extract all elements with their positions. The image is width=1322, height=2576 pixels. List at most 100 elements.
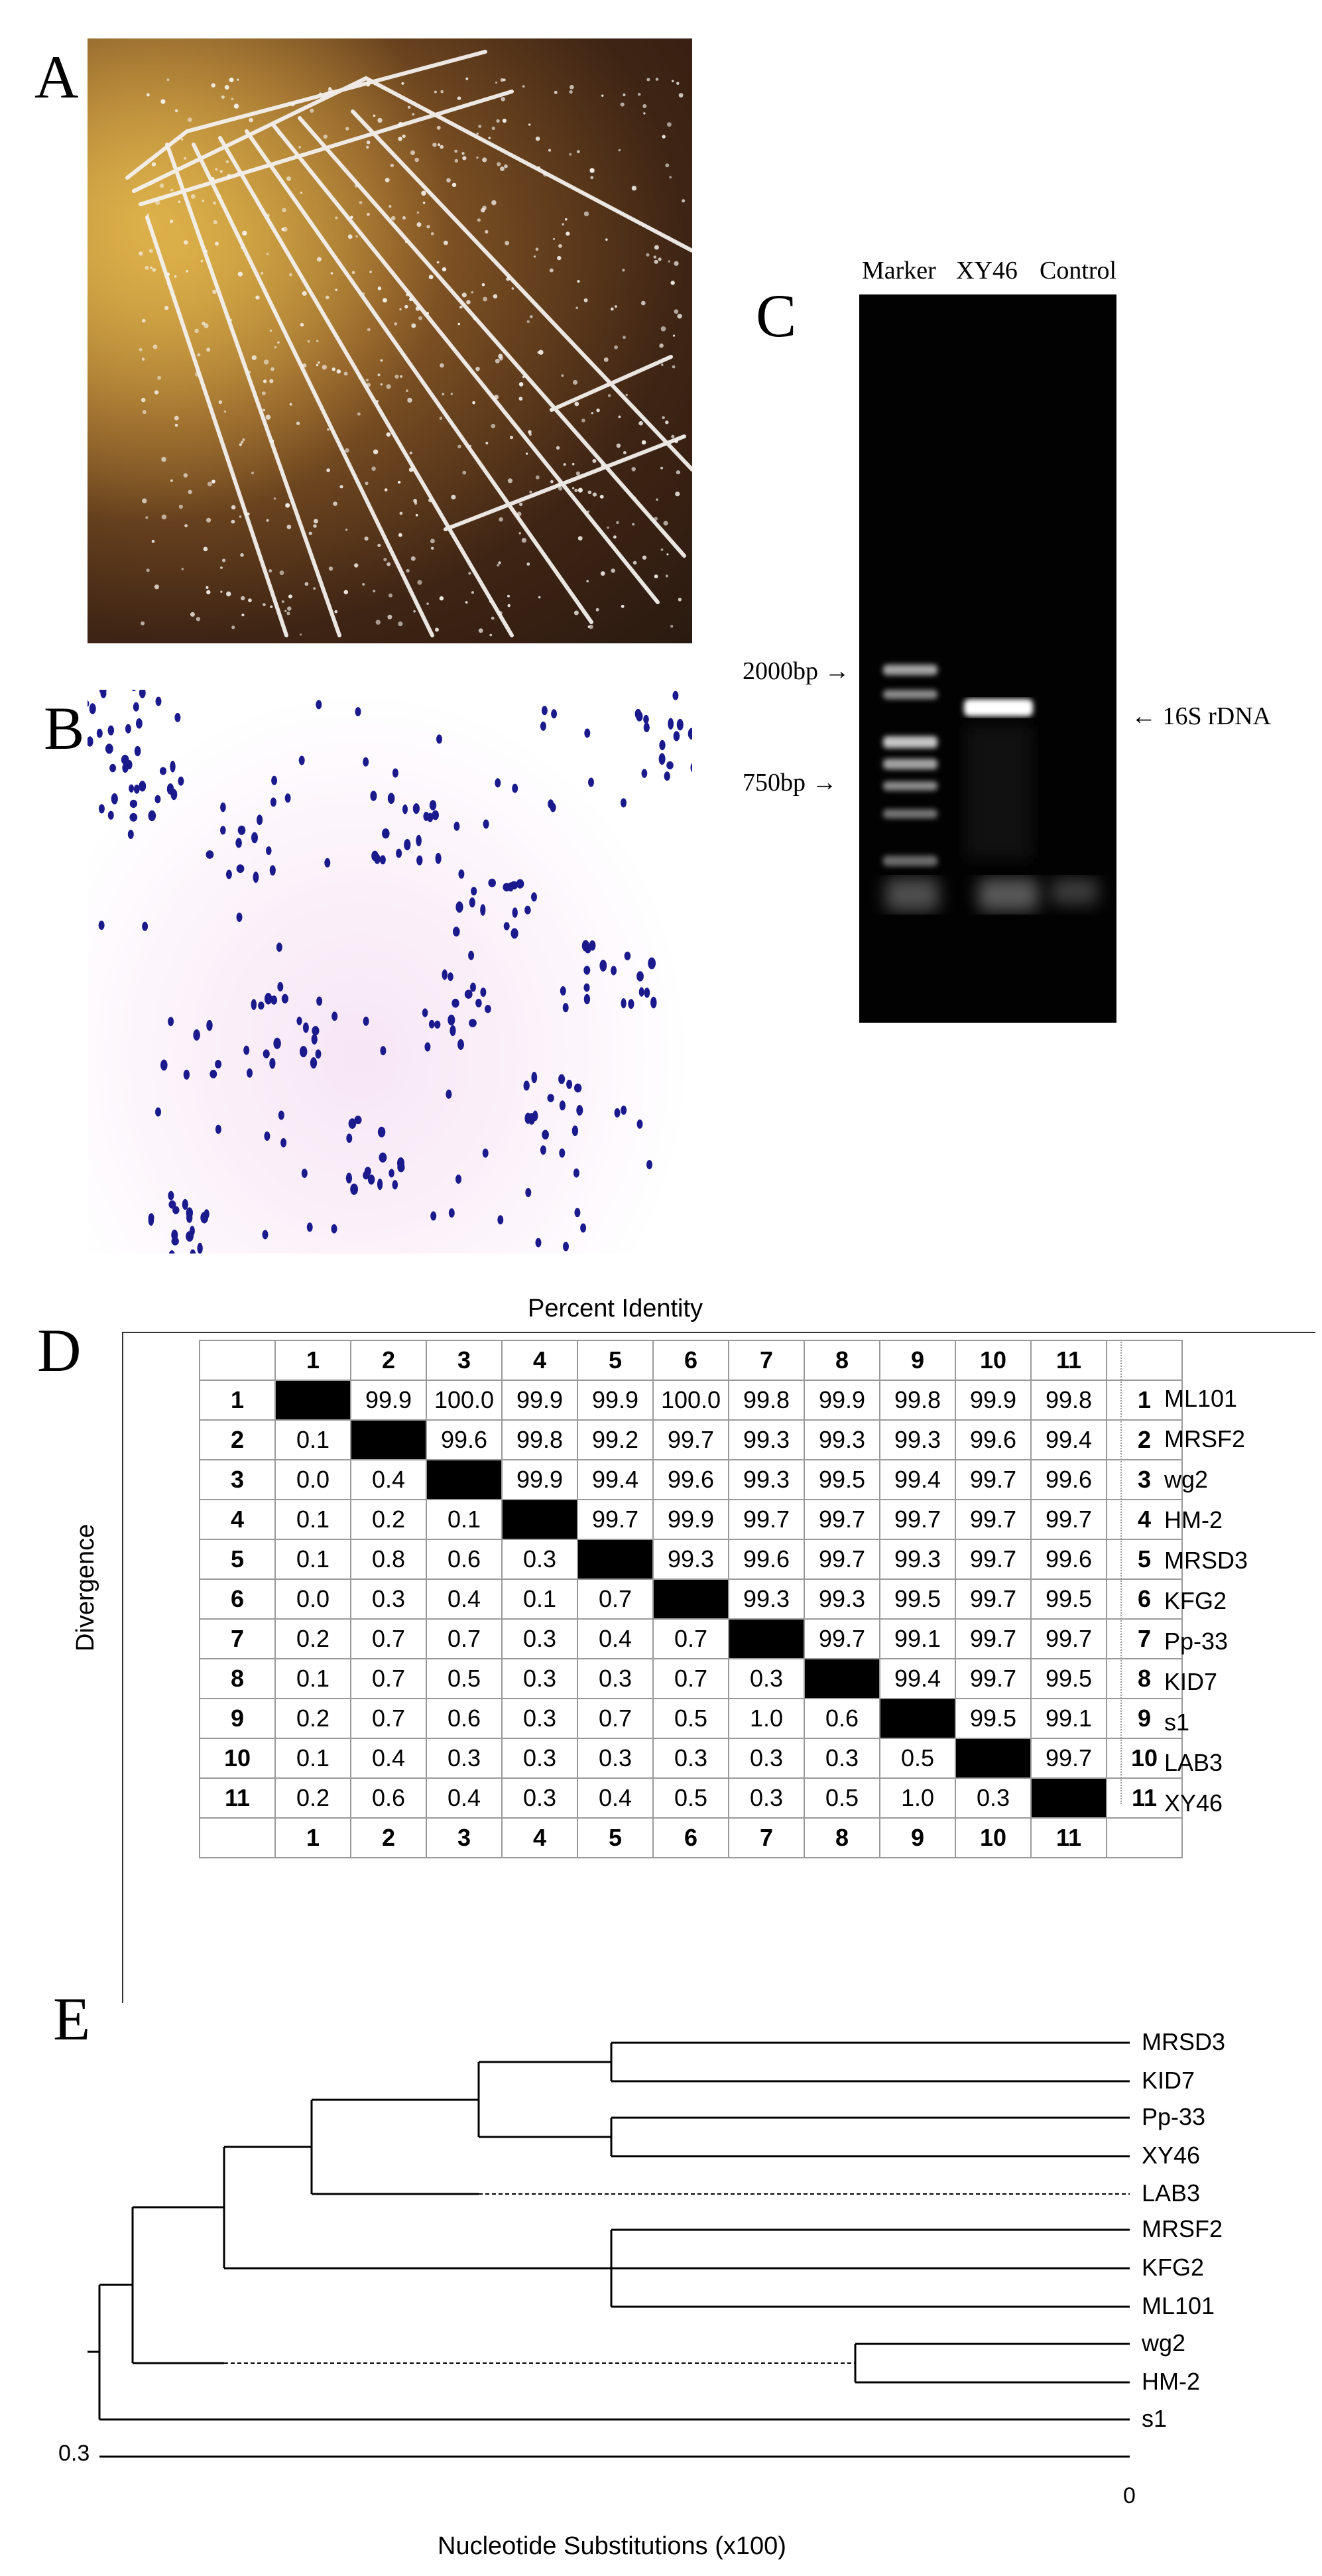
matrix-value-cell: 99.5 [879,1578,956,1620]
matrix-value-cell: 0.4 [577,1777,654,1819]
matrix-col-index-bottom: 11 [1030,1817,1107,1858]
matrix-value-cell: 0.7 [350,1658,427,1699]
matrix-value-cell: 0.7 [577,1698,654,1739]
matrix-value-cell: 1.0 [879,1777,956,1819]
matrix-row: 3 0.0 0.4 99.9 99.4 99.6 99.3 99.5 99.4 99.7 99.6 3 [199,1459,1183,1500]
strain-name: XY46 [1164,1789,1223,1817]
matrix-col-index: 11 [1030,1340,1107,1381]
matrix-value-cell: 0.5 [804,1777,880,1819]
matrix-diagonal-cell [274,1380,351,1421]
panel-label-b: B [44,694,85,762]
matrix-value-cell: 0.3 [501,1539,578,1580]
matrix-diagonal-cell [501,1499,578,1540]
matrix-diagonal-cell [577,1539,654,1580]
matrix-value-cell: 99.9 [804,1380,880,1421]
matrix-value-cell: 99.9 [955,1380,1032,1421]
tree-leaf-label: XY46 [1142,2142,1201,2169]
matrix-diagonal-cell [1030,1777,1107,1819]
matrix-row-index: 11 [199,1777,276,1819]
matrix-value-cell: 99.7 [955,1459,1032,1500]
matrix-col-index-bottom: 7 [728,1817,805,1858]
strain-name: KID7 [1164,1668,1218,1695]
tree-leaf-label: LAB3 [1142,2179,1201,2207]
tree-leaf-label: s1 [1142,2405,1168,2432]
matrix-value-cell: 1.0 [728,1698,805,1739]
matrix-value-cell: 0.2 [274,1618,351,1659]
matrix-col-index: 6 [652,1340,729,1381]
matrix-value-cell: 99.7 [577,1499,654,1540]
matrix-value-cell: 99.3 [879,1539,956,1580]
matrix-value-cell: 99.3 [804,1419,880,1460]
matrix-row-index: 10 [199,1738,276,1779]
matrix-row-index-right: 6 [1106,1578,1183,1620]
matrix-value-cell: 0.2 [274,1698,351,1739]
strain-name: wg2 [1164,1466,1209,1493]
matrix-value-cell: 0.6 [350,1777,427,1819]
matrix-col-index-bottom: 2 [350,1817,427,1858]
matrix-diagonal-cell [955,1738,1032,1779]
matrix-value-cell: 99.8 [501,1419,578,1460]
matrix-row-index: 8 [199,1658,276,1699]
matrix-row-index: 6 [199,1578,276,1620]
strain-name: MRSD3 [1164,1547,1248,1574]
matrix-value-cell: 99.6 [955,1419,1032,1460]
matrix-value-cell: 0.6 [426,1698,503,1739]
matrix-value-cell: 0.2 [350,1499,427,1540]
matrix-value-cell: 0.3 [577,1738,654,1779]
matrix-value-cell: 0.1 [501,1578,578,1620]
strain-name: LAB3 [1164,1749,1223,1776]
matrix-row-index-right: 1 [1106,1380,1183,1421]
matrix-row-index-right: 10 [1106,1738,1183,1779]
matrix-value-cell: 0.3 [501,1698,578,1739]
matrix-value-cell: 99.7 [1030,1618,1107,1659]
matrix-value-cell: 99.7 [955,1578,1032,1620]
matrix-value-cell: 99.8 [879,1380,956,1421]
tree-leaf-label: MRSD3 [1142,2028,1226,2055]
matrix-value-cell: 0.3 [501,1738,578,1779]
matrix-row: 2 0.1 99.6 99.8 99.2 99.7 99.3 99.3 99.3 99.6 99.4… [199,1419,1183,1460]
identity-matrix: 1 2 3 4 5 6 7 8 9 10 11 1 99.9 100.0 99.9 99.9 100.0 99.8… [199,1340,1183,1858]
micrograph-image [88,690,692,1254]
matrix-row-index: 4 [199,1499,276,1540]
matrix-value-cell: 0.1 [426,1499,503,1540]
matrix-value-cell: 0.3 [501,1777,578,1819]
matrix-value-cell: 99.6 [652,1459,729,1500]
matrix-row-index-right: 9 [1106,1698,1183,1739]
matrix-row-index-right: 8 [1106,1658,1183,1699]
matrix-row: 5 0.1 0.8 0.6 0.3 99.3 99.6 99.7 99.3 99.7 99.6 5 [199,1539,1183,1580]
gel-image [859,294,1116,1023]
matrix-col-index-bottom: 4 [501,1817,578,1858]
matrix-row: 8 0.1 0.7 0.5 0.3 0.3 0.7 0.3 99.4 99.7 99.5 8 [199,1658,1183,1699]
streak-lines [88,38,692,643]
matrix-value-cell: 99.5 [1030,1658,1107,1699]
matrix-col-index-bottom: 1 [274,1817,351,1858]
matrix-value-cell: 0.3 [577,1658,654,1699]
matrix-value-cell: 0.7 [652,1658,729,1699]
matrix-value-cell: 99.7 [728,1499,805,1540]
matrix-col-index: 8 [804,1340,880,1381]
matrix-value-cell: 0.4 [426,1578,503,1620]
colony-dots [139,77,686,637]
matrix-row: 10 0.1 0.4 0.3 0.3 0.3 0.3 0.3 0.3 0.5 99.7 10 [199,1738,1183,1779]
matrix-row-index: 3 [199,1459,276,1500]
matrix-header-row: 1 2 3 4 5 6 7 8 9 10 11 [199,1340,1183,1381]
tree-leaf-label: HM-2 [1142,2368,1200,2395]
stained-cells [88,690,692,1254]
scale-right-label: 0 [1123,2483,1136,2508]
matrix-value-cell: 99.4 [879,1459,956,1500]
matrix-diagonal-cell [879,1698,956,1739]
strain-name: KFG2 [1164,1587,1227,1614]
tree-leaf-label: MRSF2 [1142,2215,1223,2242]
tree-leaf-label: KID7 [1142,2067,1195,2094]
matrix-col-index: 9 [879,1340,956,1381]
axis-label-substitutions: Nucleotide Substitutions (x100) [438,2532,786,2560]
matrix-row-index-right: 5 [1106,1539,1183,1580]
matrix-value-cell: 99.4 [879,1658,956,1699]
matrix-row-index-right: 7 [1106,1618,1183,1659]
matrix-value-cell: 99.9 [652,1499,729,1540]
matrix-value-cell: 0.1 [274,1499,351,1540]
percent-identity-title: Percent Identity [528,1295,703,1322]
matrix-value-cell: 99.7 [804,1618,880,1659]
tree-branches [88,2041,1130,2458]
matrix-col-index: 3 [426,1340,503,1381]
